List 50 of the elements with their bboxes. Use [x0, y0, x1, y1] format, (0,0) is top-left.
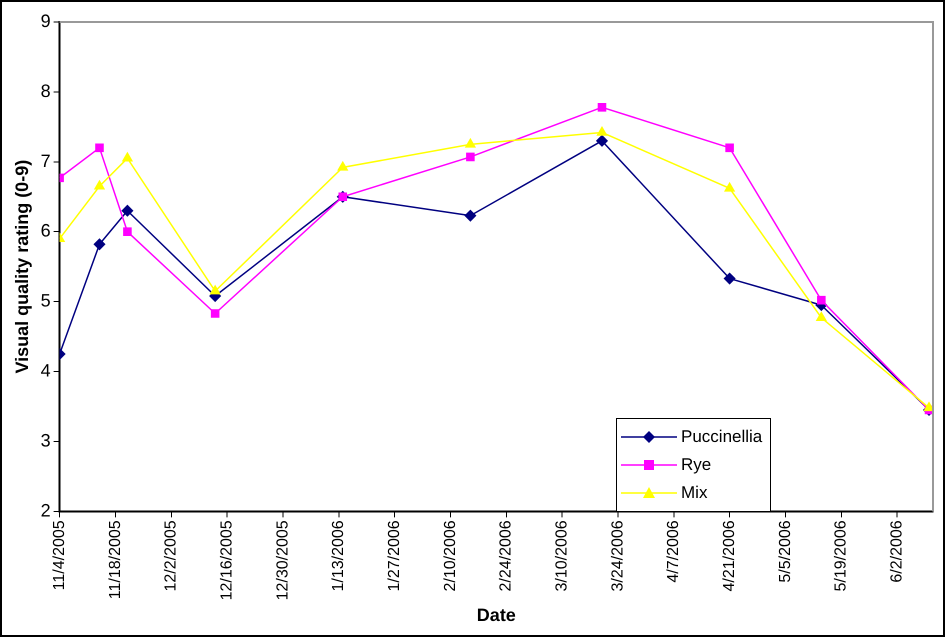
x-tick-label: 5/5/2006 [776, 520, 794, 583]
y-tick-label: 7 [40, 150, 51, 171]
point [596, 135, 608, 147]
x-tick-label: 12/16/2005 [218, 520, 236, 600]
point [122, 204, 134, 216]
y-tick-label: 9 [40, 10, 51, 31]
x-tick-label: 11/4/2005 [51, 520, 68, 590]
point [210, 309, 220, 318]
x-tick-label: 11/18/2005 [106, 520, 124, 600]
point [464, 210, 476, 222]
y-tick-label: 3 [40, 430, 51, 450]
x-tick-label: 3/24/2006 [609, 520, 626, 592]
x-tick-label: 4/7/2006 [665, 520, 682, 583]
x-tick-label: 2/10/2006 [442, 520, 459, 592]
x-axis-title: Date [476, 605, 516, 626]
point [816, 312, 826, 321]
point [338, 162, 348, 171]
legend-label: Mix [681, 483, 708, 504]
point [724, 182, 735, 192]
point [466, 152, 475, 162]
point [725, 144, 734, 152]
legend-label: Rye [681, 455, 712, 476]
legend-label: Puccinellia [681, 427, 762, 448]
x-tick-label: 2/24/2006 [498, 520, 515, 592]
point [210, 285, 220, 294]
y-tick-label: 8 [40, 80, 51, 101]
x-tick-label: 1/13/2006 [330, 520, 348, 592]
point [465, 138, 476, 148]
point [724, 272, 736, 284]
point [123, 227, 132, 236]
y-tick-label: 4 [40, 360, 51, 380]
point [122, 152, 132, 162]
y-axis-title: Visual quality rating (0-9) [12, 160, 32, 374]
point [924, 402, 933, 412]
point [596, 126, 608, 136]
x-tick-label: 6/2/2006 [888, 520, 906, 583]
point [817, 296, 826, 304]
point [598, 102, 606, 112]
point [94, 238, 106, 250]
y-tick-label: 5 [40, 290, 51, 311]
x-tick-label: 3/10/2006 [554, 520, 571, 592]
point [94, 180, 105, 190]
y-tick-label: 6 [40, 220, 51, 241]
x-tick-label: 12/2/2005 [162, 520, 180, 592]
x-tick-label: 4/21/2006 [721, 520, 738, 592]
x-tick-label: 1/27/2006 [386, 520, 404, 592]
x-tick-label: 5/19/2006 [832, 520, 850, 592]
x-tick-label: 12/30/2005 [274, 520, 292, 600]
y-tick-label: 2 [40, 500, 51, 520]
point [95, 144, 104, 152]
